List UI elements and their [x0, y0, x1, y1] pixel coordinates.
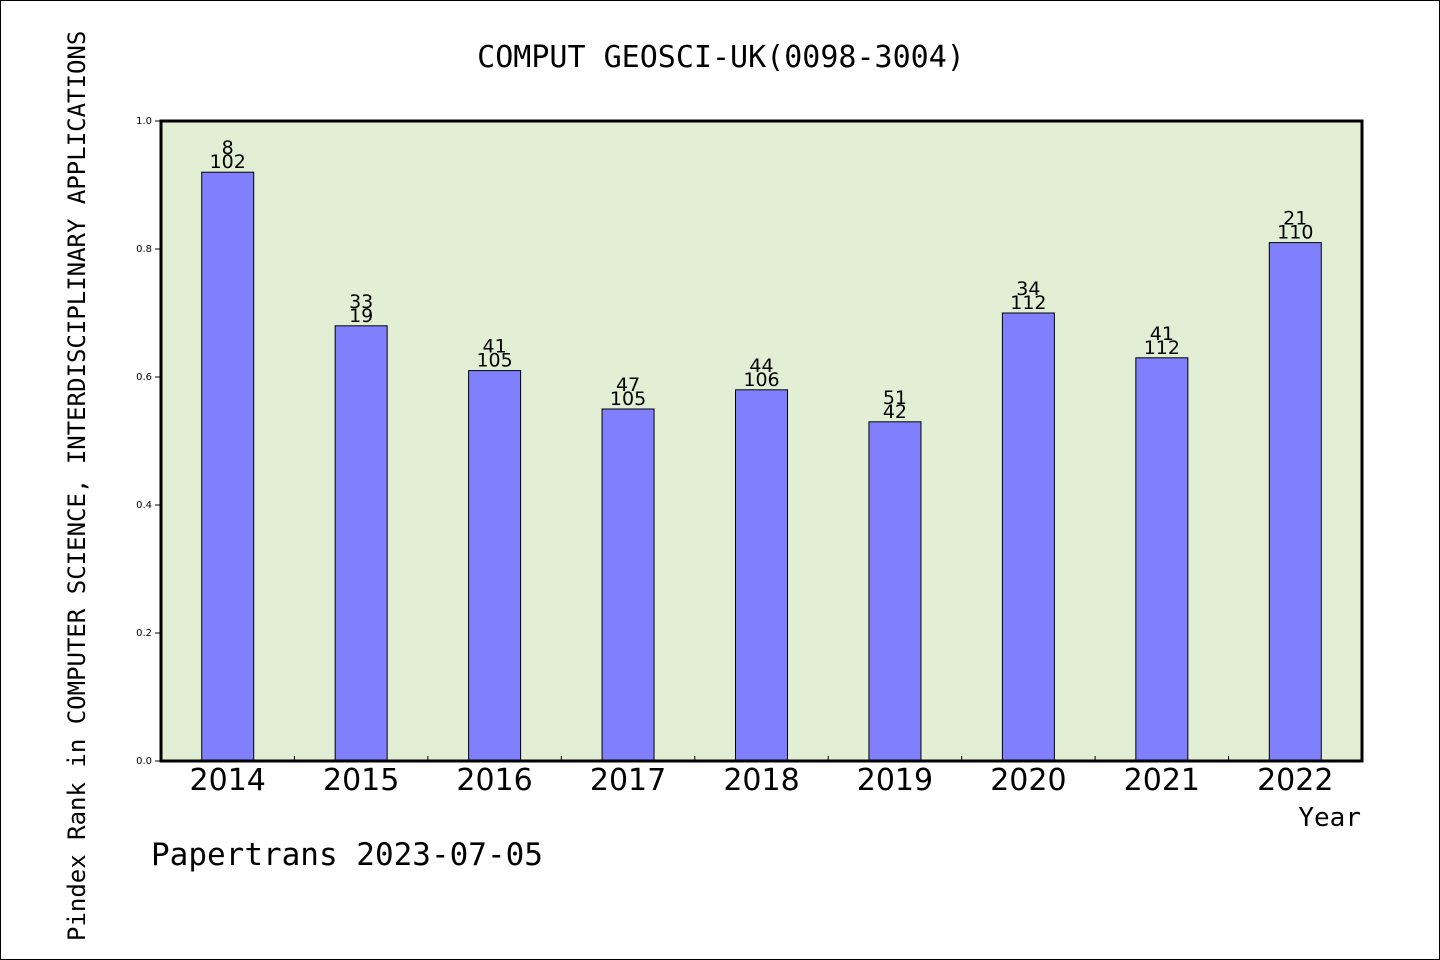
plot-border	[159, 119, 1364, 763]
rank-label-2019: 51	[883, 387, 907, 409]
bar-2014	[201, 171, 255, 762]
y-tick-label-0.0: 0.0	[136, 756, 152, 767]
rank-label-2016: 41	[483, 336, 507, 358]
y-tick-label-0.6: 0.6	[136, 372, 152, 383]
data-label-group: 8102331941105471054410651423411241112211…	[210, 137, 1314, 423]
bar-2015	[334, 325, 388, 762]
y-tick-label-0.8: 0.8	[136, 244, 152, 255]
total-label-2014: 102	[210, 151, 246, 173]
rank-label-2022: 21	[1283, 208, 1307, 230]
x-tick-label-2017: 2017	[590, 763, 666, 798]
total-label-2019: 42	[883, 401, 907, 423]
rank-label-2020: 34	[1016, 278, 1040, 300]
x-tick-label-2020: 2020	[990, 763, 1066, 798]
total-label-2018: 106	[743, 369, 779, 391]
y-axis: 0.0 0.2 0.4 0.6 0.8 1.0	[136, 116, 161, 767]
y-tick-label-1.0: 1.0	[136, 116, 152, 127]
x-tick-label-2016: 2016	[456, 763, 532, 798]
credit-text: Papertrans 2023-07-05	[151, 837, 543, 873]
y-tick-label-0.4: 0.4	[136, 500, 152, 511]
rank-label-2021: 41	[1150, 323, 1174, 345]
rank-label-2017: 47	[616, 374, 640, 396]
bar-2022	[1268, 242, 1322, 762]
bar-2021	[1135, 357, 1189, 762]
y-tick-label-0.2: 0.2	[136, 628, 152, 639]
chart-title: COMPUT GEOSCI-UK(0098-3004)	[477, 40, 965, 75]
x-tick-label-2021: 2021	[1124, 763, 1200, 798]
bar-2019	[868, 421, 922, 762]
x-tick-label-2019: 2019	[857, 763, 933, 798]
total-label-2020: 112	[1010, 292, 1046, 314]
rank-label-2015: 33	[349, 291, 373, 313]
total-label-2022: 110	[1277, 222, 1313, 244]
total-label-2016: 105	[476, 350, 512, 372]
x-tick-label-2015: 2015	[323, 763, 399, 798]
x-axis: 2014 2015 2016 2017 2018 2019 2020 2021 2022	[190, 756, 1333, 798]
total-label-2015: 19	[349, 305, 373, 327]
rank-label-2018: 44	[749, 355, 773, 377]
total-label-2017: 105	[610, 388, 646, 410]
x-tick-label-2022: 2022	[1257, 763, 1333, 798]
bar-group	[201, 171, 1322, 762]
x-tick-label-2018: 2018	[723, 763, 799, 798]
rank-label-2014: 8	[222, 137, 234, 159]
x-axis-label: Year	[1298, 803, 1361, 833]
total-label-2021: 112	[1144, 337, 1180, 359]
bar-2018	[735, 389, 788, 762]
x-tick-label-2014: 2014	[190, 763, 266, 798]
bar-2020	[1001, 312, 1055, 762]
bar-2017	[601, 408, 655, 762]
y-axis-label: Pindex Rank in COMPUTER SCIENCE, INTERDI…	[63, 31, 91, 941]
bar-2016	[468, 370, 522, 762]
